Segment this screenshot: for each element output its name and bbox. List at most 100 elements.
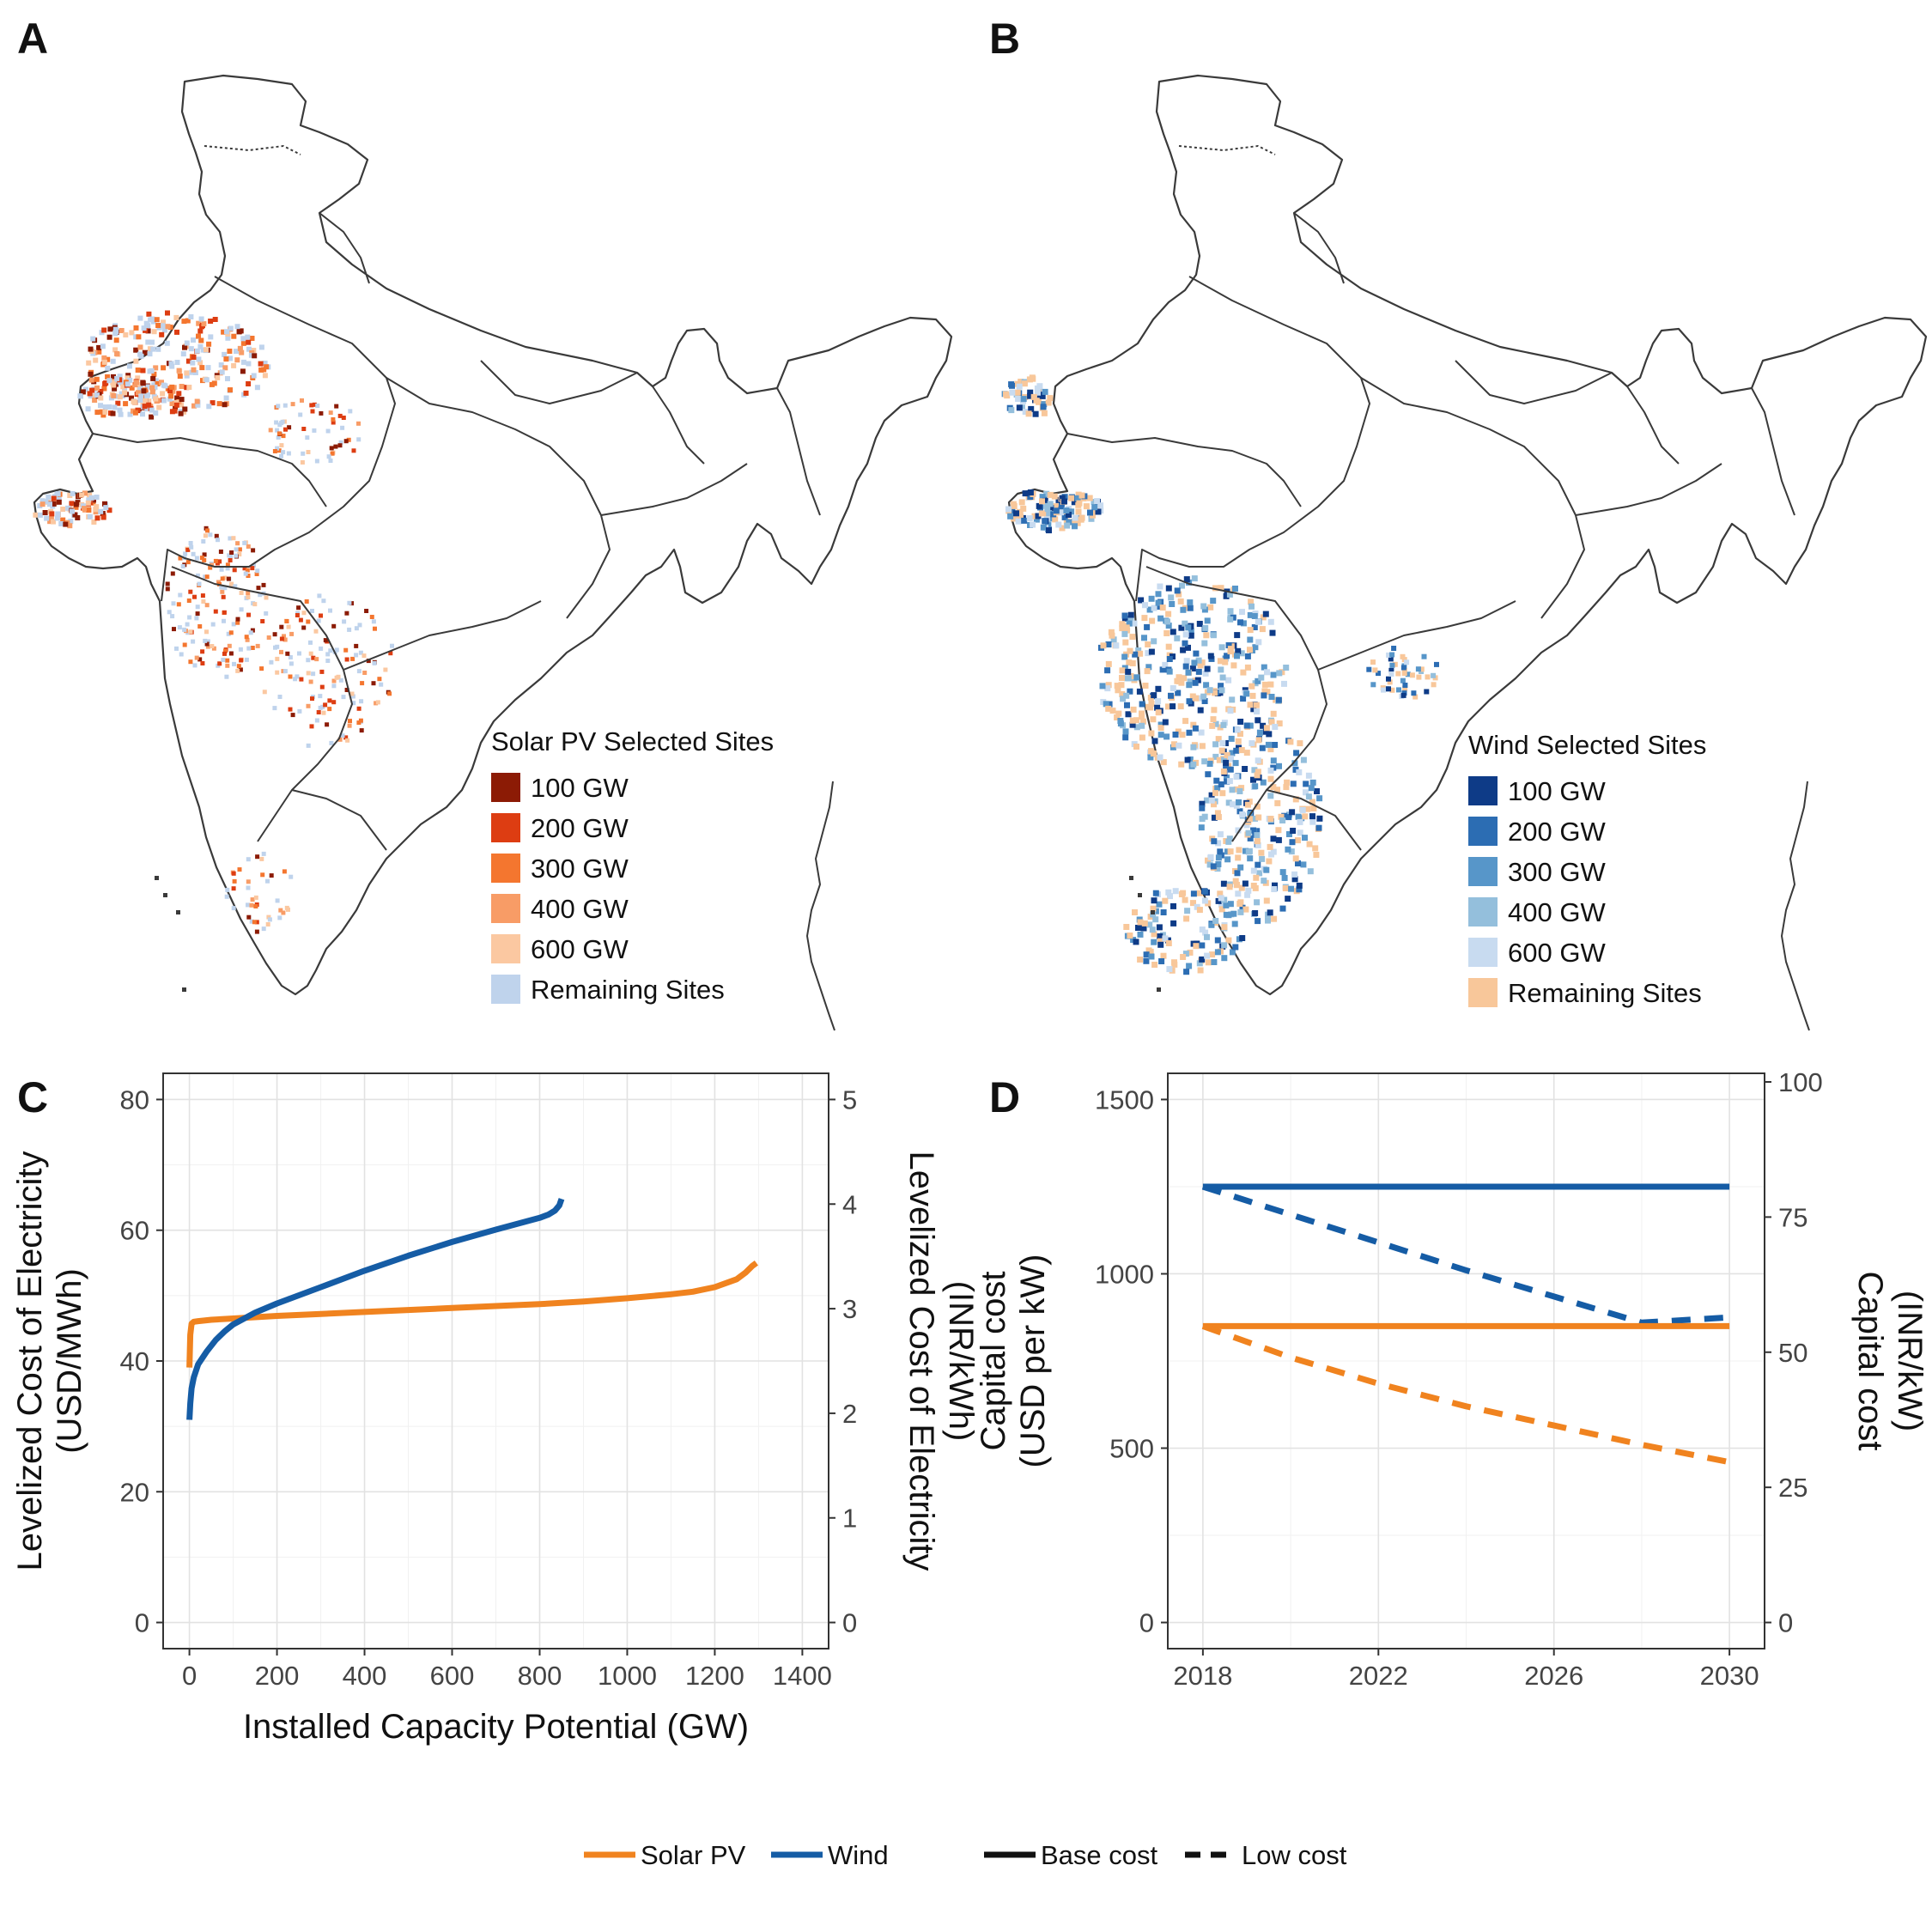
- wind-site: [1307, 868, 1314, 875]
- solar-site: [106, 334, 112, 340]
- solar-site: [99, 409, 105, 415]
- solar-site: [246, 381, 252, 386]
- wind-site: [1145, 641, 1151, 647]
- solar-site: [295, 613, 300, 617]
- wind-site: [1235, 854, 1242, 861]
- solar-site: [334, 647, 339, 653]
- solar-site: [252, 353, 258, 359]
- wind-site: [1270, 835, 1277, 842]
- y2-tick-label: 75: [1778, 1202, 1807, 1232]
- wind-site: [1216, 756, 1223, 763]
- wind-site: [1075, 491, 1082, 498]
- wind-site: [1010, 501, 1017, 507]
- solar-site: [191, 367, 197, 373]
- wind-site: [1118, 682, 1125, 689]
- wind-site: [1267, 909, 1273, 916]
- wind-site: [1195, 668, 1202, 675]
- solar-site: [306, 743, 311, 748]
- solar-site: [91, 519, 97, 525]
- solar-site: [371, 681, 376, 686]
- wind-site: [1199, 800, 1206, 807]
- solar-site: [212, 317, 218, 322]
- solar-site: [328, 608, 332, 613]
- solar-site: [185, 358, 191, 364]
- solar-site: [161, 327, 167, 333]
- solar-site: [331, 700, 337, 705]
- solar-site: [372, 660, 377, 665]
- wind-site: [1199, 743, 1206, 750]
- solar-site: [145, 384, 151, 390]
- wind-site: [1040, 524, 1047, 531]
- solar-site: [235, 620, 240, 625]
- solar-site: [194, 556, 199, 561]
- wind-site: [1122, 728, 1129, 735]
- wind-site: [1252, 910, 1259, 916]
- wind-site: [1225, 677, 1232, 683]
- wind-site: [1296, 769, 1303, 775]
- solar-site: [112, 331, 118, 337]
- solar-site: [341, 416, 346, 420]
- wind-site: [1268, 694, 1275, 700]
- solar-site: [208, 334, 214, 340]
- wind-site: [1189, 665, 1196, 671]
- wind-site: [1274, 799, 1281, 806]
- wind-site: [1186, 963, 1193, 969]
- wind-site: [1305, 772, 1312, 779]
- solar-site: [237, 547, 242, 552]
- wind-site: [1254, 803, 1261, 810]
- wind-site: [1036, 502, 1042, 509]
- solar-site: [177, 374, 183, 380]
- solar-site: [140, 368, 146, 374]
- wind-site: [1028, 405, 1035, 412]
- solar-site: [338, 677, 343, 683]
- solar-site: [262, 690, 267, 695]
- solar-site: [354, 653, 359, 658]
- solar-site: [269, 659, 274, 665]
- solar-site: [195, 611, 200, 617]
- solar-site: [234, 553, 239, 558]
- solar-site: [146, 398, 152, 404]
- solar-site: [268, 428, 273, 433]
- wind-site: [1172, 888, 1179, 895]
- solar-site: [235, 668, 240, 673]
- wind-site: [1274, 787, 1280, 793]
- solar-site: [184, 370, 190, 376]
- solar-site: [252, 920, 257, 925]
- wind-site: [1151, 692, 1157, 699]
- wind-site: [1247, 722, 1254, 729]
- solar-site: [224, 674, 229, 679]
- solar-site: [149, 368, 155, 374]
- solar-site: [283, 403, 288, 408]
- wind-site: [1142, 602, 1148, 609]
- solar-site: [187, 615, 192, 620]
- solar-site: [343, 647, 349, 653]
- wind-site: [1254, 832, 1261, 839]
- wind-site: [1271, 915, 1278, 922]
- wind-site: [1170, 703, 1176, 710]
- wind-site: [1183, 969, 1190, 975]
- solar-site: [379, 682, 384, 687]
- solar-site: [236, 329, 242, 335]
- wind-site: [1074, 519, 1081, 526]
- wind-site: [1066, 519, 1072, 526]
- wind-site: [1275, 827, 1282, 834]
- x-tick-label: 2030: [1700, 1661, 1759, 1691]
- solar-site: [213, 609, 218, 614]
- wind-site: [1170, 629, 1176, 635]
- wind-site: [1250, 883, 1257, 889]
- solar-site: [125, 381, 131, 387]
- wind-site: [1309, 779, 1316, 786]
- wind-site: [1234, 726, 1241, 733]
- solar-site: [204, 377, 210, 383]
- solar-site: [336, 674, 341, 679]
- solar-site: [344, 611, 349, 616]
- solar-site: [197, 581, 202, 586]
- y-tick-label: 60: [120, 1216, 149, 1246]
- solar-site: [98, 388, 104, 394]
- wind-site: [1240, 669, 1247, 676]
- wind-site: [1204, 617, 1211, 624]
- solar-site: [93, 357, 99, 363]
- wind-site: [1238, 747, 1245, 754]
- series-line-solar-pv-low-cost: [1201, 1323, 1730, 1466]
- wind-site: [1191, 659, 1198, 666]
